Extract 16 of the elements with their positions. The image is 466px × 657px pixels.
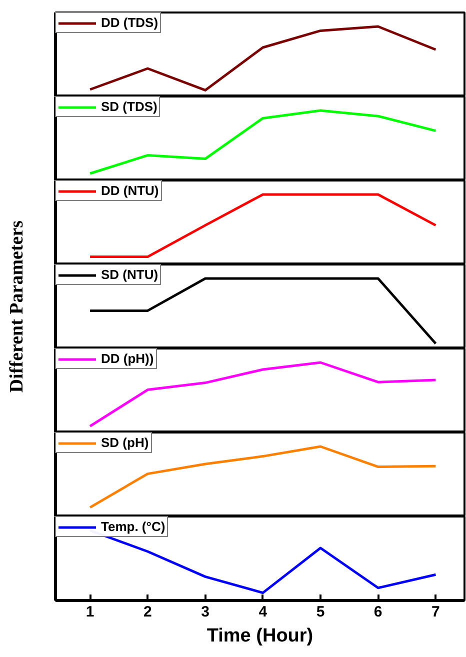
legend-label: SD (TDS) xyxy=(101,99,158,114)
legend-label: SD (pH) xyxy=(101,435,149,450)
legend-label: DD (TDS) xyxy=(101,15,158,30)
x-tick-label: 1 xyxy=(86,604,94,620)
legend-label: DD (pH)) xyxy=(101,351,154,366)
legend-label: SD (NTU) xyxy=(101,267,158,282)
x-tick-label: 4 xyxy=(258,604,268,620)
x-tick-label: 2 xyxy=(144,604,152,620)
x-tick-label: 7 xyxy=(432,604,440,620)
x-tick-label: 6 xyxy=(374,604,382,620)
legend-label: DD (NTU) xyxy=(101,183,159,198)
x-tick-label: 3 xyxy=(201,604,210,620)
y-axis-title: Different Parameters xyxy=(6,220,28,393)
x-axis-title: Time (Hour) xyxy=(206,626,314,646)
legend-label: Temp. (°C) xyxy=(101,519,166,534)
x-tick-label: 5 xyxy=(316,604,325,620)
